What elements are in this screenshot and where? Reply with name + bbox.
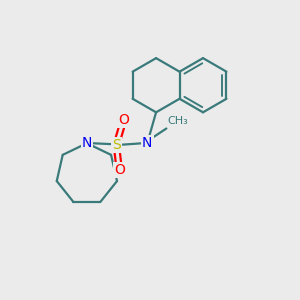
Text: O: O bbox=[118, 113, 129, 127]
Text: N: N bbox=[82, 136, 92, 150]
Text: N: N bbox=[82, 136, 92, 150]
Text: S: S bbox=[112, 138, 121, 152]
Text: CH₃: CH₃ bbox=[168, 116, 189, 126]
Text: N: N bbox=[142, 136, 152, 150]
Text: O: O bbox=[114, 163, 125, 177]
